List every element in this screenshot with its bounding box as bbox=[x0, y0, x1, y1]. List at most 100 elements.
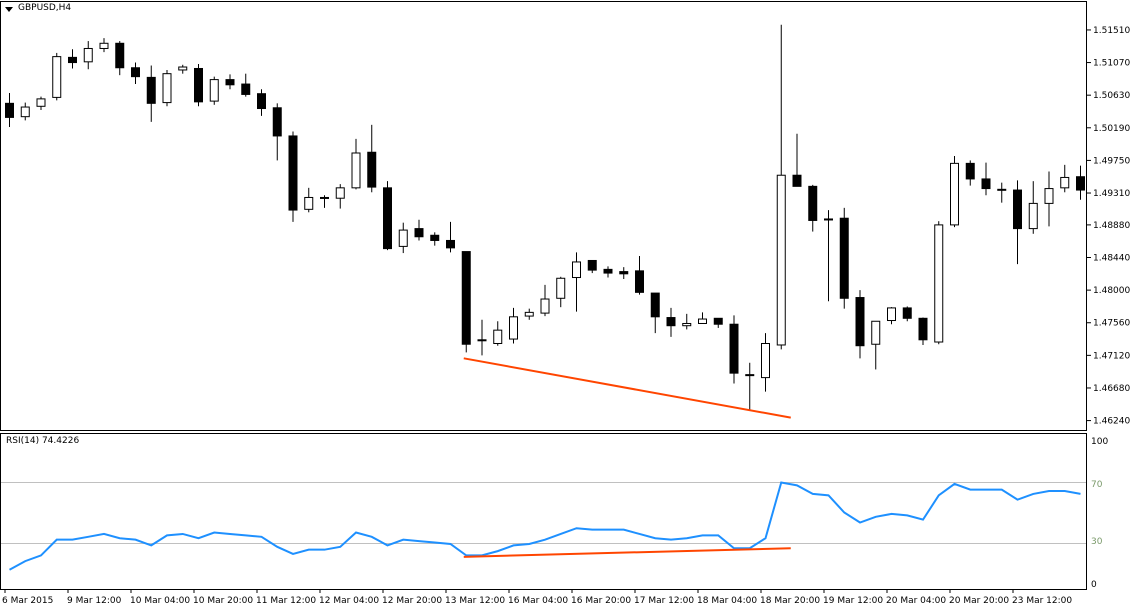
time-tick-label: 20 Mar 04:00 bbox=[886, 596, 946, 606]
price-tick-label: 1.51070 bbox=[1093, 59, 1130, 69]
candle bbox=[1013, 180, 1022, 265]
candle bbox=[713, 317, 723, 328]
candle-body-bearish bbox=[272, 107, 282, 137]
rsi-layer bbox=[9, 481, 1081, 571]
candle bbox=[446, 221, 455, 253]
chevron-down-icon[interactable] bbox=[5, 7, 13, 12]
price-tick-label: 1.50190 bbox=[1093, 124, 1130, 134]
candle-body-bearish bbox=[430, 234, 440, 241]
candle bbox=[871, 320, 881, 370]
candle-body-bearish bbox=[587, 259, 597, 271]
candle-body-bearish bbox=[808, 185, 818, 221]
candle bbox=[556, 276, 566, 308]
candle bbox=[335, 184, 345, 209]
candle-body-bullish bbox=[761, 342, 770, 379]
time-tick-label: 11 Mar 12:00 bbox=[256, 596, 316, 606]
time-tick-label: 13 Mar 12:00 bbox=[445, 596, 505, 606]
candle bbox=[52, 52, 62, 101]
candle bbox=[5, 92, 14, 128]
candle bbox=[320, 195, 329, 208]
time-tick-label: 18 Mar 04:00 bbox=[697, 596, 757, 606]
candle bbox=[934, 221, 944, 345]
candle-body-bullish bbox=[36, 98, 46, 107]
time-tick-label: 16 Mar 20:00 bbox=[571, 596, 631, 606]
price-divergence-trendline[interactable] bbox=[463, 357, 791, 419]
candle-body-bullish bbox=[83, 47, 93, 63]
time-tick-label: 6 Mar 2015 bbox=[2, 596, 53, 606]
candle bbox=[383, 181, 392, 251]
candle bbox=[902, 306, 912, 322]
time-tick-label: 12 Mar 04:00 bbox=[319, 596, 379, 606]
candle bbox=[351, 138, 361, 190]
candle-body-bullish bbox=[871, 320, 881, 345]
price-tick-label: 1.47120 bbox=[1093, 351, 1130, 361]
rsi-divergence-trendline[interactable] bbox=[463, 547, 791, 558]
candle-body-bearish bbox=[414, 228, 424, 238]
candle bbox=[729, 315, 739, 384]
time-tick-label: 16 Mar 04:00 bbox=[508, 596, 568, 606]
candle-body-bearish bbox=[320, 196, 329, 199]
candle-body-bullish bbox=[556, 277, 566, 299]
candle-body-bullish bbox=[493, 329, 503, 344]
candle-body-bullish bbox=[99, 42, 109, 49]
candle-body-bearish bbox=[367, 151, 377, 188]
candle-body-bullish bbox=[682, 322, 692, 327]
time-tick-label: 12 Mar 20:00 bbox=[382, 596, 442, 606]
candle-body-bearish bbox=[839, 217, 849, 299]
candle bbox=[965, 160, 975, 186]
price-tick-label: 1.48000 bbox=[1093, 286, 1130, 296]
time-tick-label: 18 Mar 20:00 bbox=[760, 596, 820, 606]
candle bbox=[682, 313, 692, 330]
candle-body-bullish bbox=[524, 311, 534, 317]
time-tick-label: 10 Mar 20:00 bbox=[193, 596, 253, 606]
candle bbox=[619, 267, 629, 280]
candle-body-bearish bbox=[981, 178, 991, 190]
candle-body-bullish bbox=[698, 318, 707, 324]
candle bbox=[981, 162, 991, 196]
candle bbox=[509, 307, 518, 344]
candle bbox=[398, 222, 408, 254]
candle bbox=[635, 256, 644, 295]
candle bbox=[146, 65, 156, 122]
candle-body-bullish bbox=[335, 187, 345, 199]
candle bbox=[745, 362, 755, 411]
candle bbox=[194, 64, 203, 107]
candle-body-bullish bbox=[178, 66, 188, 71]
candle-body-bullish bbox=[540, 298, 550, 314]
candle-body-bearish bbox=[1013, 189, 1022, 230]
candle bbox=[808, 184, 818, 232]
candle bbox=[1060, 164, 1070, 193]
candle-body-bullish bbox=[745, 374, 755, 377]
candle bbox=[524, 308, 534, 320]
rsi-panel-frame bbox=[0, 433, 1087, 590]
candle bbox=[430, 232, 440, 246]
candle bbox=[761, 333, 770, 392]
candle bbox=[288, 131, 298, 222]
candles-layer bbox=[5, 24, 1085, 411]
candle bbox=[698, 312, 707, 324]
candle bbox=[824, 210, 833, 302]
candle bbox=[68, 49, 77, 69]
time-tick-label: 9 Mar 12:00 bbox=[67, 596, 122, 606]
candle bbox=[650, 292, 660, 334]
rsi-level-label: 30 bbox=[1091, 537, 1103, 547]
candle-body-bearish bbox=[146, 76, 156, 104]
price-tick-label: 1.50630 bbox=[1093, 91, 1130, 101]
candle-body-bullish bbox=[477, 339, 487, 342]
rsi-title: RSI(14) 74.4226 bbox=[6, 436, 80, 446]
candle bbox=[540, 284, 550, 317]
candle bbox=[997, 182, 1007, 203]
candle-body-bearish bbox=[257, 93, 266, 110]
candle-body-bearish bbox=[635, 270, 644, 293]
candle bbox=[776, 24, 786, 350]
candle-body-bullish bbox=[162, 73, 172, 104]
candle bbox=[587, 259, 597, 274]
price-tick-label: 1.49750 bbox=[1093, 156, 1130, 166]
rsi-axis: 100 70 30 0 bbox=[1091, 437, 1108, 590]
candle bbox=[477, 319, 487, 356]
candle bbox=[367, 124, 377, 193]
chart-title: GBPUSD,H4 bbox=[18, 3, 72, 13]
candle bbox=[20, 102, 30, 121]
